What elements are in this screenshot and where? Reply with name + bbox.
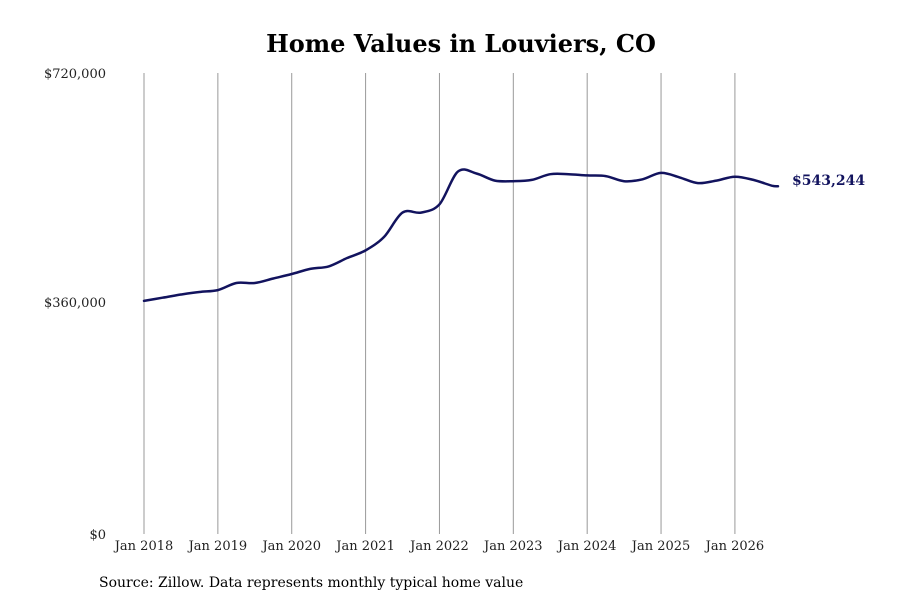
chart-title: Home Values in Louviers, CO [266, 29, 656, 58]
y-tick-label-360000: $360,000 [44, 296, 106, 311]
x-tick-label-2024-01: Jan 2024 [556, 539, 617, 554]
x-tick-label-2018-01: Jan 2018 [113, 539, 174, 554]
y-tick-label-720000: $720,000 [44, 67, 106, 82]
y-tick-label-0: $0 [89, 528, 106, 543]
x-tick-label-2019-01: Jan 2019 [187, 539, 248, 554]
x-tick-label-2022-01: Jan 2022 [408, 539, 469, 554]
x-tick-label-2025-01: Jan 2025 [630, 539, 691, 554]
x-tick-label-2023-01: Jan 2023 [482, 539, 543, 554]
vertical-gridlines [143, 73, 736, 534]
latest-value-label: $543,244 [792, 173, 865, 189]
x-tick-label-2020-01: Jan 2020 [260, 539, 321, 554]
x-tick-label-2026-01: Jan 2026 [704, 539, 765, 554]
source-note: Source: Zillow. Data represents monthly … [99, 575, 523, 591]
home-value-line [142, 168, 780, 303]
x-tick-label-2021-01: Jan 2021 [334, 539, 395, 554]
x-tick-labels: Jan 2018 Jan 2019 Jan 2020 Jan 2021 Jan 2022… [113, 539, 764, 554]
